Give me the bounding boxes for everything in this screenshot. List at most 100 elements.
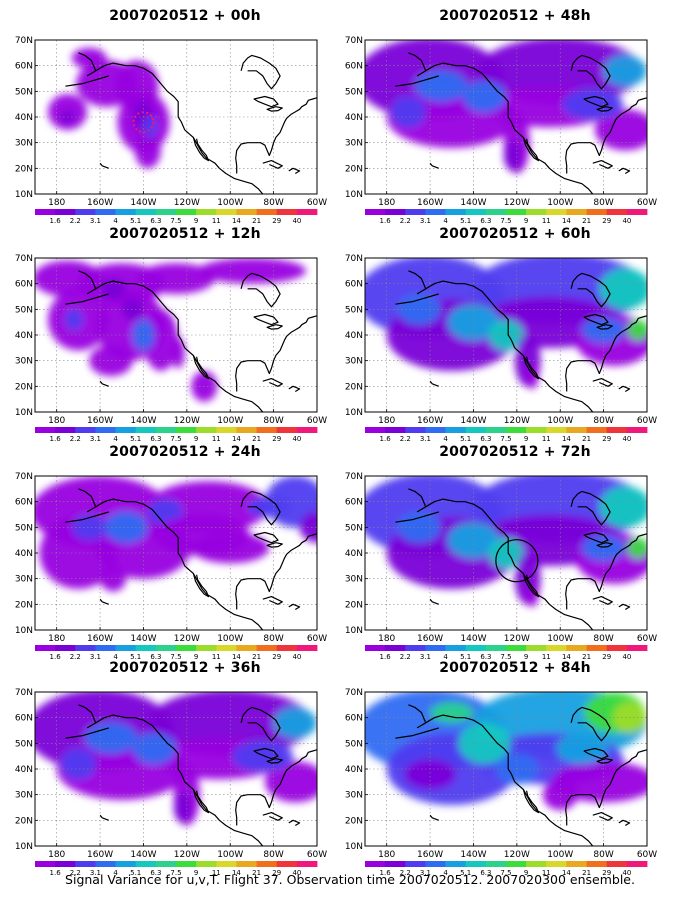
- colorbar-swatch: [256, 209, 278, 215]
- colorbar-label: 5.1: [460, 217, 471, 225]
- coastlines: [65, 52, 317, 194]
- lat-label: 60N: [15, 280, 33, 290]
- lat-label: 70N: [15, 36, 33, 46]
- panel-title: 2007020512 + 36h: [109, 660, 261, 676]
- colorbar-swatch: [445, 861, 467, 867]
- variance-blob: [603, 55, 647, 87]
- map-svg: 70N 60N 50N 40N 30N 20N 10N 180 160W 140W 120W 100W…: [345, 472, 657, 661]
- colorbar-label: 3.1: [90, 217, 101, 225]
- variance-blob: [581, 317, 626, 343]
- lat-label: 40N: [345, 765, 363, 775]
- colorbar-label: 7.5: [500, 435, 511, 443]
- colorbar-label: 9: [524, 653, 528, 661]
- colorbar-label: 11: [542, 435, 551, 443]
- colorbar-swatch: [135, 427, 157, 433]
- colorbar-swatch: [445, 645, 467, 651]
- colorbar-swatch: [276, 861, 298, 867]
- lon-label: 120W: [174, 634, 200, 644]
- colorbar-label: 4: [113, 653, 118, 661]
- variance-blob: [430, 702, 474, 723]
- colorbar-swatch: [626, 209, 648, 215]
- variance-blob: [404, 758, 457, 790]
- colorbar-swatch: [566, 209, 587, 215]
- colorbar-label: 14: [232, 217, 241, 225]
- lat-label: 10N: [345, 842, 363, 852]
- colorbar-swatch: [465, 209, 487, 215]
- variance-blob: [65, 309, 83, 330]
- variance-blob: [104, 511, 148, 543]
- colorbar-label: 29: [602, 869, 611, 877]
- map-panel: 2007020512 + 12h 70N 60N 50N 40N 30N 20N 10N 180…: [15, 226, 355, 443]
- lat-label: 10N: [15, 626, 33, 636]
- lat-label: 50N: [345, 87, 363, 97]
- lat-label: 10N: [345, 626, 363, 636]
- lat-label: 70N: [15, 254, 33, 264]
- lon-label: 140W: [460, 634, 486, 644]
- colorbar-swatch: [425, 427, 446, 433]
- map-panel: 2007020512 + 60h 70N 60N 50N 40N 30N 20N 10N 180…: [345, 226, 685, 443]
- lon-label: 160W: [417, 634, 443, 644]
- lat-label: 10N: [345, 190, 363, 200]
- colorbar-label: 4: [443, 217, 448, 225]
- lat-label: 20N: [345, 164, 363, 174]
- colorbar-label: 11: [212, 435, 221, 443]
- variance-blob: [137, 263, 215, 294]
- colorbar-swatch: [75, 209, 96, 215]
- colorbar-swatch: [385, 645, 406, 651]
- colorbar-label: 29: [602, 435, 611, 443]
- variance-blob: [61, 748, 96, 780]
- lat-label: 60N: [15, 714, 33, 724]
- grid-lines: [365, 40, 647, 194]
- lat-label: 70N: [345, 36, 363, 46]
- colorbar-swatch: [216, 861, 237, 867]
- map-svg: 70N 60N 50N 40N 30N 20N 10N 180 160W 140W 120W 100W…: [15, 688, 327, 877]
- colorbar-swatch: [75, 861, 96, 867]
- lon-label: 100W: [547, 198, 573, 208]
- lat-label: 60N: [15, 62, 33, 72]
- colorbar-label: 5.1: [460, 435, 471, 443]
- lat-label: 30N: [15, 791, 33, 801]
- variance-blob: [134, 132, 161, 169]
- colorbar-label: 2.2: [70, 653, 81, 661]
- lat-label: 20N: [345, 816, 363, 826]
- colorbar-swatch: [485, 427, 507, 433]
- colorbar-label: 3.1: [90, 869, 101, 877]
- colorbar-label: 9: [524, 435, 528, 443]
- variance-blob: [599, 486, 647, 528]
- colorbar-label: 29: [272, 435, 281, 443]
- colorbar-label: 21: [252, 217, 261, 225]
- lat-label: 40N: [15, 331, 33, 341]
- colorbar-label: 11: [542, 217, 551, 225]
- variance-blob: [594, 109, 647, 151]
- lon-label: 120W: [504, 634, 530, 644]
- colorbar: 1.6 2.2 3.1 4 5.1 6.3 7.5 9 11 14 21 29 40: [35, 645, 318, 661]
- colorbar-swatch: [385, 427, 406, 433]
- lon-label: 80W: [593, 198, 613, 208]
- lon-label: 140W: [130, 634, 156, 644]
- colorbar-swatch: [296, 645, 318, 651]
- colorbar-swatch: [546, 645, 567, 651]
- lon-label: 180: [48, 850, 65, 860]
- map-svg: 70N 60N 50N 40N 30N 20N 10N 180 160W 140W 120W 100W…: [15, 36, 327, 225]
- lat-label: 30N: [345, 791, 363, 801]
- colorbar-label: 14: [562, 869, 571, 877]
- map-svg: 70N 60N 50N 40N 30N 20N 10N 180 160W 140W 120W 100W…: [345, 254, 657, 443]
- lat-label: 70N: [15, 688, 33, 698]
- lon-label: 60W: [637, 416, 657, 426]
- lon-label: 80W: [593, 634, 613, 644]
- colorbar-swatch: [155, 209, 177, 215]
- panel-title: 2007020512 + 12h: [109, 226, 261, 242]
- map-panel: 2007020512 + 00h 70N 60N 50N 40N 30N 20N 10N 180…: [15, 8, 355, 225]
- lon-label: 100W: [217, 850, 243, 860]
- lat-label: 20N: [15, 382, 33, 392]
- colorbar-swatch: [586, 645, 608, 651]
- lon-label: 100W: [547, 850, 573, 860]
- variance-map: 70N 60N 50N 40N 30N 20N 10N 180 160W 140W 120W 100W…: [345, 682, 685, 877]
- colorbar-swatch: [365, 209, 386, 215]
- variance-blob: [71, 514, 107, 541]
- map-panel: 2007020512 + 36h 70N 60N 50N 40N 30N 20N 10N 180…: [15, 660, 355, 877]
- colorbar-swatch: [385, 861, 406, 867]
- colorbar-label: 3.1: [420, 653, 431, 661]
- panel-title: 2007020512 + 48h: [439, 8, 591, 24]
- lon-label: 100W: [547, 416, 573, 426]
